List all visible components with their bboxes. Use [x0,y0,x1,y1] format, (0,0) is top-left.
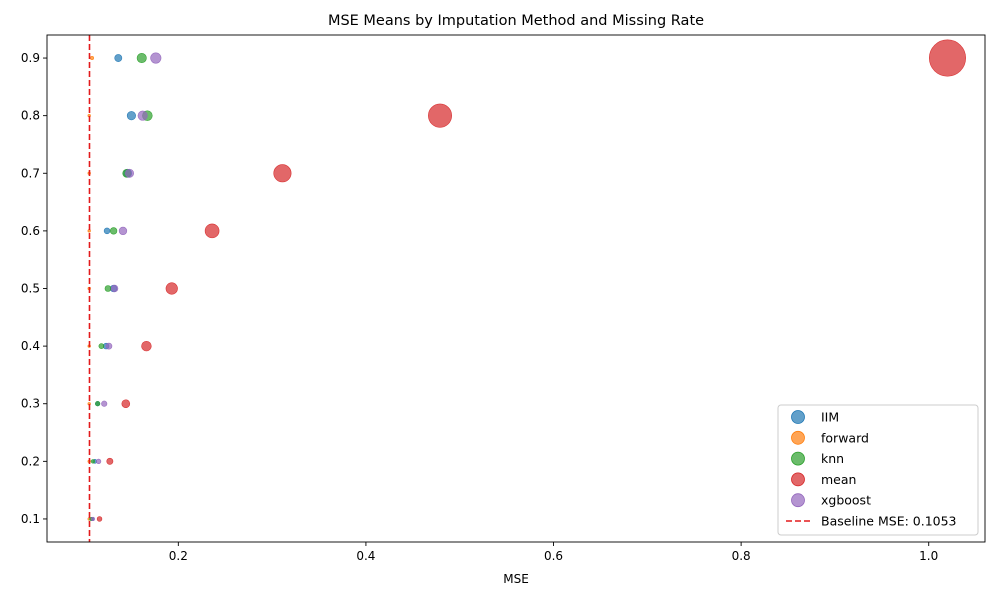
y-tick-label: 0.7 [21,166,40,180]
x-tick-label: 1.0 [919,549,938,563]
point-forward-8 [90,56,95,61]
point-xgboost-6 [125,168,135,178]
legend: IIM forward knn mean xgboost Baseline MSE: 0.… [777,404,979,536]
point-knn-8 [136,53,147,64]
legend-marker-iim [791,410,805,424]
legend-label-knn: knn [821,451,844,466]
y-tick-label: 0.8 [21,109,40,123]
legend-label-baseline: Baseline MSE: 0.1053 [821,514,957,529]
point-mean-8 [928,39,966,77]
y-tick-label: 0.3 [21,397,40,411]
point-mean-4 [165,282,178,295]
point-mean-3 [141,340,152,352]
chart-title: MSE Means by Imputation Method and Missi… [328,13,704,29]
x-tick-label: 0.2 [169,549,188,563]
legend-label-mean: mean [821,472,856,487]
legend-label-forward: forward [821,430,869,445]
point-knn-3 [98,343,105,349]
point-xgboost-1 [95,458,102,464]
y-tick-label: 0.9 [21,51,40,65]
point-mean-1 [106,457,114,465]
y-tick-label: 0.2 [21,454,40,468]
point-xgboost-4 [110,284,119,293]
point-mean-7 [428,103,453,128]
point-xgboost-3 [105,342,113,350]
point-mean-5 [204,223,220,239]
point-iim-8 [114,54,123,62]
point-xgboost-8 [150,52,162,64]
point-xgboost-2 [101,400,108,407]
point-xgboost-5 [118,226,128,236]
x-tick-label: 0.4 [356,549,375,563]
point-knn-5 [109,227,118,235]
point-knn-4 [104,285,112,292]
y-tick-label: 0.5 [21,282,40,296]
legend-marker-mean [791,472,805,487]
point-mean-6 [273,164,292,183]
legend-marker-xgboost [791,493,805,508]
x-tick-label: 0.8 [732,549,751,563]
x-tick-label: 0.6 [544,549,563,563]
point-knn-1 [90,459,96,464]
legend-label-xgboost: xgboost [821,493,871,508]
point-mean-2 [121,399,131,409]
point-xgboost-0 [90,516,96,522]
point-iim-7 [126,111,136,121]
legend-marker-knn [791,451,805,466]
y-tick-label: 0.1 [21,512,40,526]
legend-label-iim: IIM [821,410,839,425]
point-mean-0 [96,516,103,522]
x-axis-label: MSE [503,572,529,586]
point-knn-2 [95,401,101,407]
point-iim-5 [103,227,111,235]
legend-marker-forward [791,430,805,445]
point-xgboost-7 [137,110,148,121]
y-tick-label: 0.6 [21,224,40,238]
legend-box [777,404,979,536]
y-tick-label: 0.4 [21,339,40,353]
